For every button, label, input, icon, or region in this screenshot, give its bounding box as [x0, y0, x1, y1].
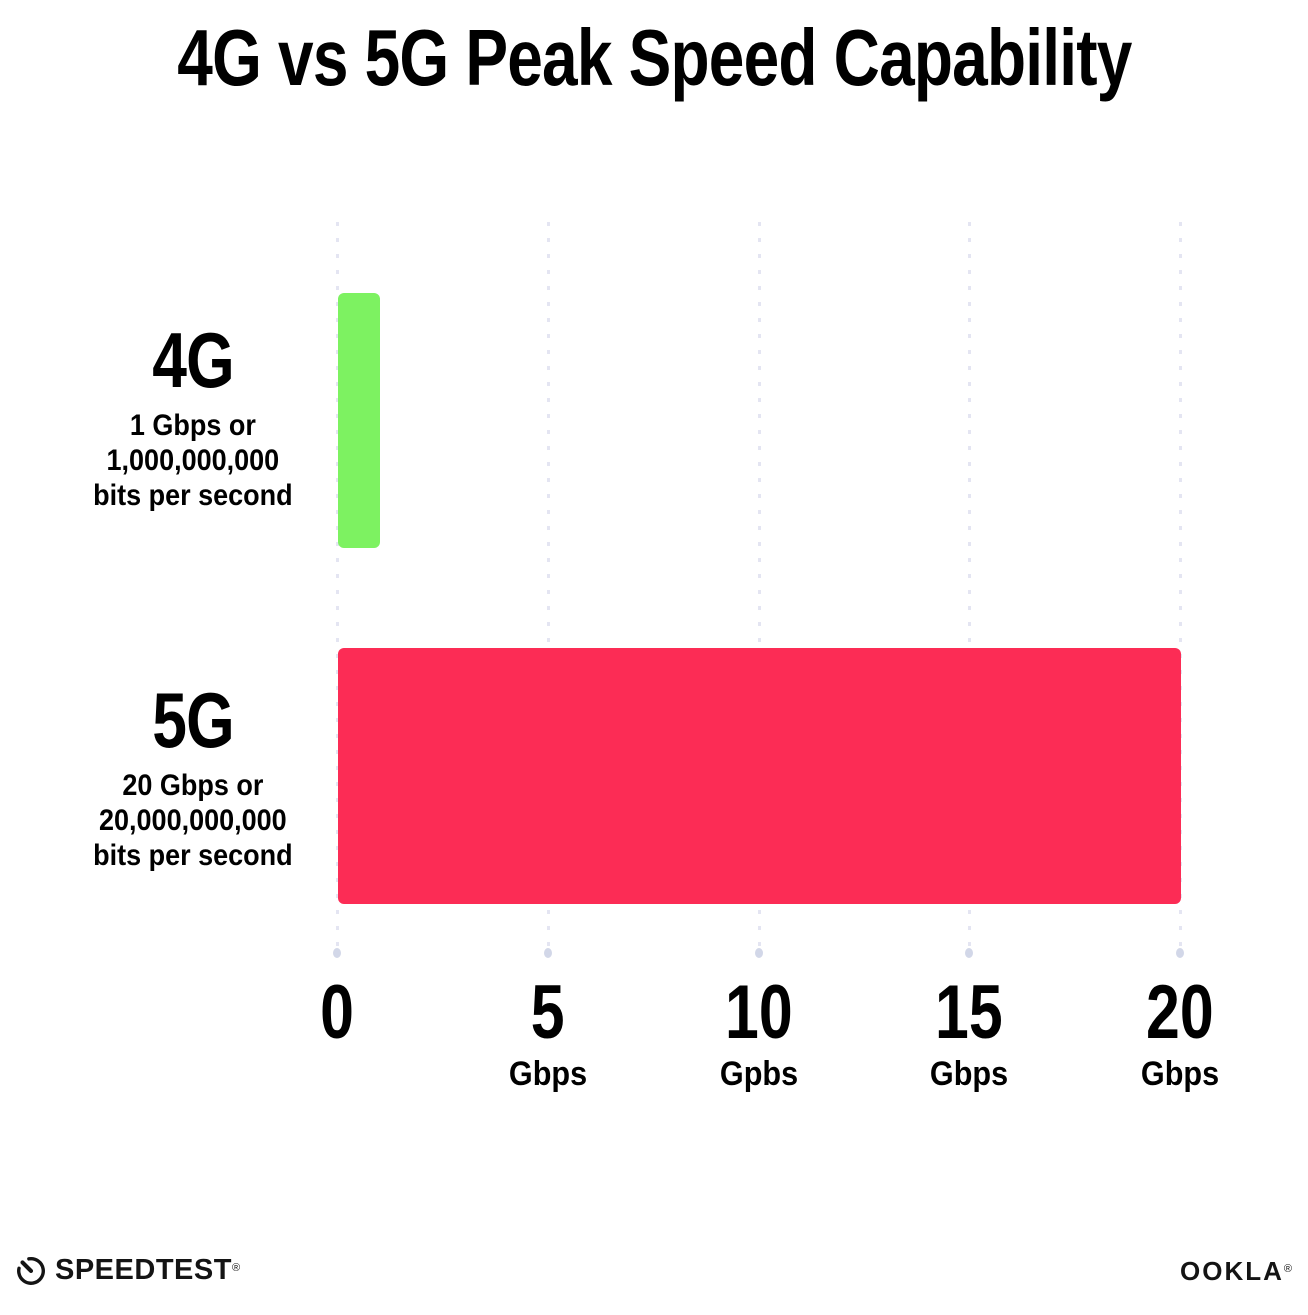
- speedtest-logo: SPEEDTEST®: [14, 1252, 241, 1288]
- gridline: [757, 222, 761, 950]
- chart-title: 4G vs 5G Peak Speed Capability: [0, 8, 1308, 108]
- x-tick-10: 10 Gpbs: [719, 970, 798, 1093]
- speedometer-gauge-icon: [17, 1256, 45, 1285]
- x-tick-20: 20 Gbps: [1140, 970, 1220, 1093]
- bar-4g: [338, 293, 380, 548]
- ookla-wordmark: OOKLA®: [1180, 1256, 1294, 1286]
- axis-tick-dot: [965, 948, 974, 958]
- category-sublabel-5g: 20 Gbps or 20,000,000,000 bits per secon…: [93, 769, 293, 872]
- bar-5g: [338, 648, 1181, 904]
- speedtest-trademark: ®: [231, 1262, 241, 1274]
- category-label-4g: 4G: [152, 316, 234, 404]
- ookla-trademark: ®: [1283, 1263, 1294, 1275]
- row-label-5g: 5G 20 Gbps or 20,000,000,000 bits per se…: [23, 678, 363, 873]
- ookla-logo: OOKLA®: [1180, 1256, 1294, 1286]
- speedtest-wordmark: SPEEDTEST®: [55, 1254, 241, 1286]
- x-tick-15: 15 Gbps: [930, 970, 1009, 1093]
- x-tick-5: 5 Gbps: [508, 970, 587, 1093]
- category-sublabel-4g: 1 Gbps or 1,000,000,000 bits per second: [93, 409, 293, 512]
- gridline: [1179, 222, 1182, 950]
- x-tick-0: 0: [320, 970, 354, 1055]
- category-label-5g: 5G: [152, 676, 234, 764]
- gridline: [336, 222, 339, 950]
- gridline: [546, 222, 550, 950]
- gridline: [968, 222, 972, 950]
- axis-tick-dot: [754, 948, 763, 958]
- chart-title-text: 4G vs 5G Peak Speed Capability: [176, 13, 1132, 102]
- axis-tick-dot: [543, 948, 552, 958]
- axis-tick-dot: [1176, 948, 1184, 958]
- axis-tick-dot: [333, 948, 341, 958]
- row-label-4g: 4G 1 Gbps or 1,000,000,000 bits per seco…: [23, 318, 363, 513]
